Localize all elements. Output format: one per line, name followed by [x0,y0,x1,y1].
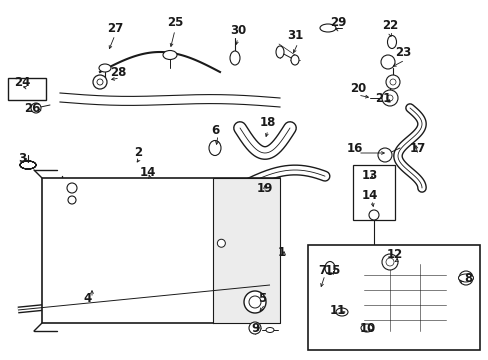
Circle shape [248,296,261,308]
Circle shape [381,254,397,270]
Circle shape [248,322,261,334]
Circle shape [68,196,76,204]
Text: 9: 9 [250,321,259,334]
Circle shape [368,210,378,220]
Circle shape [381,90,397,106]
Bar [352,165,394,220]
Ellipse shape [335,308,347,316]
Text: 3: 3 [18,152,26,165]
Text: 25: 25 [166,15,183,28]
Circle shape [385,75,399,89]
FancyBboxPatch shape [355,256,453,339]
Text: 21: 21 [374,91,390,104]
Text: 29: 29 [329,15,346,28]
Ellipse shape [229,51,240,65]
Ellipse shape [208,140,221,156]
Text: 5: 5 [257,292,265,305]
Ellipse shape [458,274,472,282]
Text: 12: 12 [386,248,402,261]
Text: 16: 16 [346,141,363,154]
Bar [42,178,280,323]
Text: 27: 27 [107,22,123,35]
Circle shape [244,291,265,313]
Circle shape [67,183,77,193]
Circle shape [369,264,377,272]
Circle shape [93,75,107,89]
Ellipse shape [319,24,335,32]
Text: 26: 26 [24,102,40,114]
Text: 2: 2 [134,145,142,158]
Text: 17: 17 [409,141,425,154]
Text: 18: 18 [259,116,276,129]
Text: 14: 14 [140,166,156,179]
Text: 11: 11 [329,303,346,316]
Circle shape [217,239,225,247]
Text: 22: 22 [381,18,397,32]
Text: 28: 28 [110,66,126,78]
Circle shape [458,271,472,285]
Text: 13: 13 [361,168,377,181]
Ellipse shape [275,46,284,58]
Circle shape [97,79,103,85]
Bar [213,178,280,323]
Text: 6: 6 [210,123,219,136]
Circle shape [385,258,393,266]
Circle shape [389,79,395,85]
Ellipse shape [163,50,177,59]
Text: 20: 20 [349,81,366,95]
Ellipse shape [265,328,273,333]
Bar [8,78,46,100]
Circle shape [31,103,41,113]
Text: 23: 23 [394,45,410,59]
Text: 7: 7 [317,264,325,276]
Text: 15: 15 [324,264,341,276]
Circle shape [386,95,392,101]
Circle shape [380,55,394,69]
Ellipse shape [360,324,372,332]
Text: 14: 14 [361,189,377,202]
Circle shape [377,148,391,162]
Text: 10: 10 [359,321,375,334]
Ellipse shape [386,36,396,49]
Ellipse shape [99,64,111,72]
Text: 4: 4 [84,292,92,305]
Text: 30: 30 [229,23,245,36]
Text: 24: 24 [14,76,30,89]
Text: 8: 8 [463,271,471,284]
Text: 31: 31 [286,28,303,41]
Ellipse shape [290,55,298,65]
Text: 1: 1 [277,246,285,258]
Ellipse shape [325,261,334,274]
Text: 19: 19 [256,181,273,194]
Bar [307,245,479,350]
